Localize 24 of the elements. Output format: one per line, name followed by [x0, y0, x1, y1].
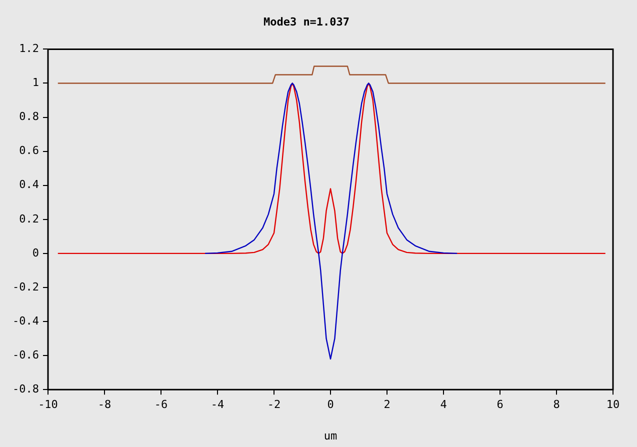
y-tick-label: 0.4	[19, 178, 40, 192]
y-tick-label: 0.6	[19, 144, 39, 158]
x-tick-label: 8	[553, 398, 560, 412]
x-tick-label: -10	[38, 398, 58, 412]
x-tick-label: -2	[267, 398, 281, 412]
x-axis-title: um	[324, 429, 338, 442]
x-tick-label: 2	[384, 398, 390, 412]
chart-title: Mode3 n=1.037	[263, 15, 350, 28]
y-tick-label: -0.8	[12, 382, 39, 396]
y-tick-label: 0.8	[19, 110, 39, 124]
y-tick-label: 1	[32, 76, 39, 90]
y-tick-label: -0.6	[12, 348, 39, 362]
x-tick-label: -4	[210, 398, 224, 412]
y-tick-label: 0.2	[19, 212, 39, 226]
x-tick-label: 10	[606, 398, 620, 412]
y-tick-label: -0.4	[12, 314, 40, 328]
x-tick-label: 0	[327, 398, 334, 412]
y-tick-label: -0.2	[12, 280, 39, 294]
x-tick-label: 4	[440, 398, 448, 412]
y-tick-label: 1.2	[19, 42, 39, 56]
x-tick-label: 6	[496, 398, 504, 412]
y-tick-label: 0	[32, 246, 39, 260]
x-tick-label: -6	[154, 398, 168, 412]
x-tick-label: -8	[98, 398, 112, 412]
